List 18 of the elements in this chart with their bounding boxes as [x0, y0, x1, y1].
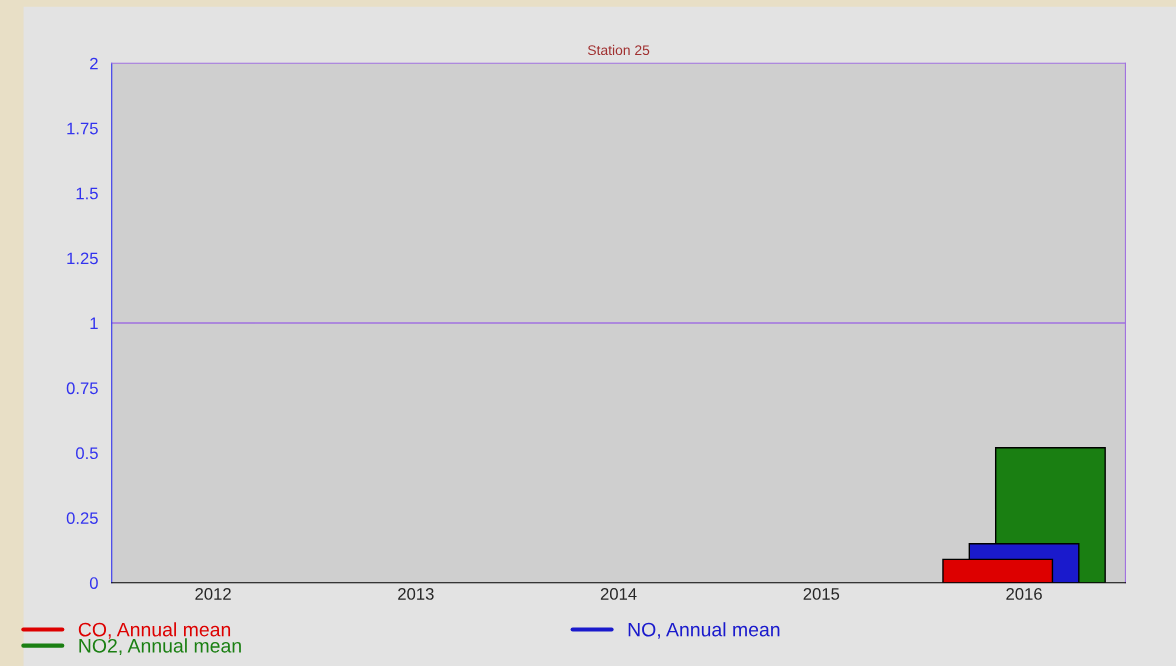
y-tick-label: 0: [89, 577, 98, 589]
y-tick-label: 2: [90, 57, 98, 70]
chart-title: Station 25: [587, 44, 650, 56]
legend-label: NO, Annual mean: [628, 622, 780, 639]
x-tick-label: 2015: [803, 588, 840, 600]
y-tick-label: 1.75: [67, 122, 98, 135]
y-tick-label: 0.75: [66, 382, 98, 395]
y-tick-label: 1.25: [67, 252, 98, 265]
x-tick-label: 2012: [195, 588, 231, 600]
y-tick-label: 1: [90, 317, 98, 330]
legend-label: CO, Annual mean: [78, 622, 231, 639]
x-tick-label: 2016: [1006, 588, 1042, 600]
x-tick-label: 2014: [600, 588, 637, 600]
y-tick-label: 1.5: [76, 187, 98, 200]
y-tick-label: 0.25: [66, 512, 98, 525]
y-tick-label: 0.5: [76, 447, 98, 460]
legend-label: NO2, Annual mean: [79, 638, 241, 655]
x-tick-label: 2013: [398, 588, 434, 600]
